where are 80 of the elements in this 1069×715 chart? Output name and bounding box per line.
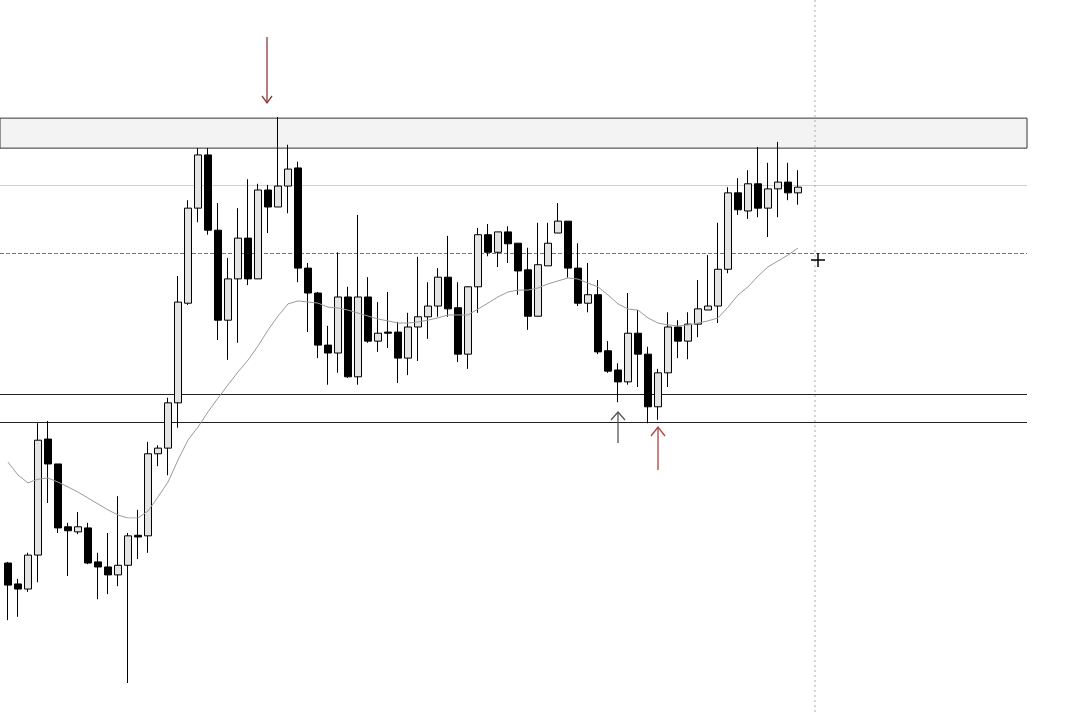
candlestick — [114, 495, 122, 587]
candlestick — [94, 552, 102, 600]
candlestick — [354, 214, 362, 386]
candlestick — [64, 522, 72, 577]
candlestick — [724, 186, 732, 274]
candlestick — [134, 509, 142, 560]
candlestick — [314, 291, 322, 359]
candlestick — [224, 257, 232, 361]
candlestick — [604, 340, 612, 374]
candlestick — [304, 262, 312, 333]
candlestick — [634, 309, 642, 388]
candlestick — [654, 368, 662, 421]
candlestick — [554, 202, 562, 234]
candlestick — [334, 251, 342, 374]
candlestick — [424, 281, 432, 340]
candlestick — [774, 141, 782, 218]
candlestick — [664, 311, 672, 388]
candlestick — [734, 177, 742, 216]
candlestick — [234, 207, 242, 344]
candlestick — [154, 444, 162, 467]
candlestick — [534, 222, 542, 317]
candlestick — [614, 362, 622, 403]
candlestick — [544, 222, 552, 267]
candlestick — [184, 199, 192, 306]
candlestick — [144, 441, 152, 554]
candlestick — [564, 220, 572, 279]
candlestick — [324, 325, 332, 386]
candlestick — [574, 242, 582, 307]
candlestick — [164, 397, 172, 476]
candlestick — [124, 532, 132, 684]
candlestick — [14, 578, 22, 618]
candlestick — [684, 311, 692, 360]
candlestick — [84, 522, 92, 565]
candlestick — [394, 321, 402, 384]
candlestick — [204, 147, 212, 236]
candlestick — [624, 292, 632, 386]
candlestick — [74, 511, 82, 535]
candlestick — [584, 262, 592, 313]
candlestick — [214, 202, 222, 341]
candlestick — [364, 276, 372, 344]
candlestick — [764, 162, 772, 238]
candlestick — [274, 116, 282, 208]
candlestick — [754, 146, 762, 218]
candlestick — [444, 235, 452, 318]
candlestick — [484, 223, 492, 257]
candlestick — [404, 312, 412, 376]
candlestick — [174, 275, 182, 429]
candlestick — [464, 285, 472, 370]
candlestick — [514, 242, 522, 296]
candlestick — [254, 183, 262, 280]
candlestick — [104, 532, 112, 595]
candlestick — [694, 279, 702, 338]
candlestick — [244, 178, 252, 286]
candlestick — [344, 286, 352, 379]
candlestick — [194, 147, 202, 223]
candlestick — [744, 169, 752, 220]
candlestick — [24, 552, 32, 593]
candlestick — [504, 225, 512, 264]
candlestick — [4, 561, 12, 621]
candlestick — [284, 144, 292, 214]
candlestick — [454, 281, 462, 363]
candlestick — [384, 291, 392, 349]
candlestick — [704, 254, 712, 311]
candlestick — [474, 227, 482, 314]
candlestick — [374, 301, 382, 353]
candlestick — [44, 420, 52, 504]
candlestick — [414, 256, 422, 362]
candlestick — [674, 319, 682, 359]
candlestick — [34, 422, 42, 583]
candlestick — [294, 161, 302, 283]
candlestick — [714, 222, 722, 324]
candlestick — [434, 267, 442, 318]
candlestick — [54, 463, 62, 534]
candlestick — [784, 162, 792, 201]
candlestick — [264, 184, 272, 234]
candlestick — [524, 247, 532, 331]
candlestick — [644, 346, 652, 424]
candlestick — [594, 279, 602, 355]
candlestick — [494, 231, 502, 268]
candlestick — [794, 169, 802, 206]
